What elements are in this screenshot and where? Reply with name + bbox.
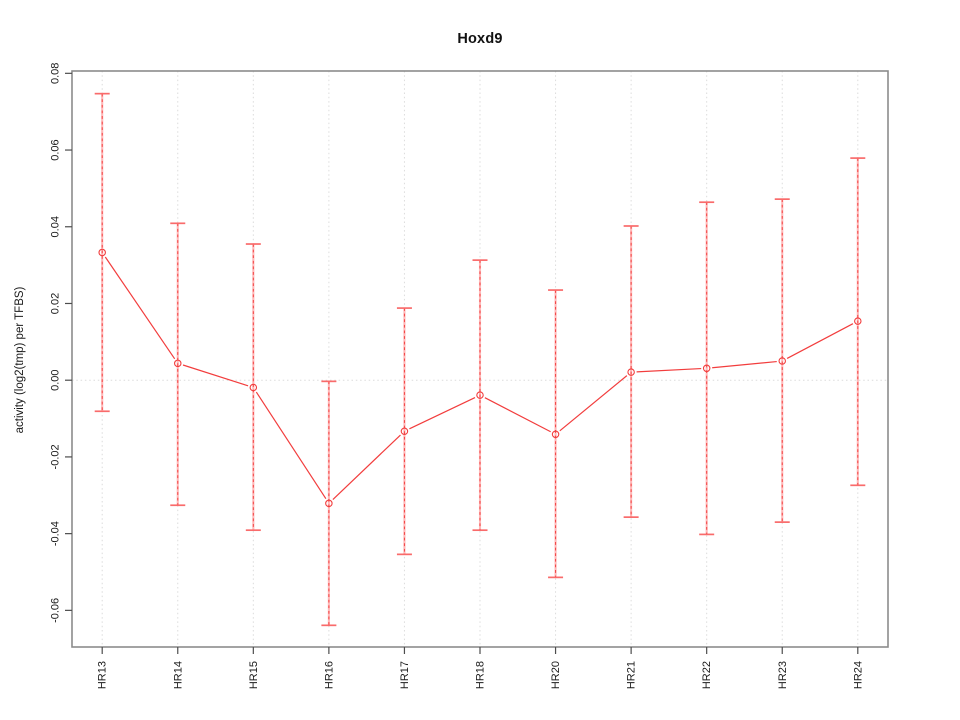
x-tick-label: HR21	[626, 661, 638, 689]
data-point	[854, 317, 862, 325]
x-tick-label: HR15	[248, 661, 260, 689]
series-line-segment	[636, 367, 702, 373]
y-tick-label: 0.06	[50, 139, 62, 160]
data-point	[400, 427, 409, 435]
y-tick-label: 0.08	[50, 63, 62, 84]
chart-title: Hoxd9	[457, 31, 503, 47]
x-tick-label: HR17	[399, 661, 411, 689]
series-line-segment	[712, 360, 777, 369]
y-tick-label: -0.06	[50, 598, 62, 623]
series-line-segment	[559, 375, 628, 432]
data-point	[551, 430, 560, 439]
x-tick-label: HR24	[852, 661, 864, 689]
data-point	[325, 499, 333, 508]
data-point	[627, 368, 635, 376]
data-point	[778, 357, 786, 365]
series-line-segment	[332, 434, 401, 500]
x-tick-label: HR22	[701, 661, 713, 689]
series-line-segment	[786, 323, 854, 359]
data-point	[702, 364, 711, 373]
series-line-segment	[104, 256, 176, 360]
x-tick-label: HR13	[97, 661, 109, 689]
y-tick-label: -0.02	[50, 444, 62, 469]
data-point	[174, 359, 182, 368]
data-point	[476, 391, 484, 399]
series-line-segment	[484, 397, 551, 433]
y-tick-label: 0.00	[50, 369, 62, 390]
x-tick-label: HR14	[172, 661, 184, 689]
x-tick-label: HR20	[550, 661, 562, 689]
x-tick-label: HR23	[777, 661, 789, 689]
y-tick-label: 0.02	[50, 293, 62, 314]
data-point	[98, 248, 106, 257]
data-point	[249, 383, 258, 392]
x-tick-label: HR16	[323, 661, 335, 689]
series-line-segment	[409, 396, 476, 430]
y-tick-label: 0.04	[50, 216, 62, 237]
series-line-segment	[182, 364, 249, 387]
y-tick-label: -0.04	[50, 521, 62, 546]
x-tick-label: HR18	[475, 661, 487, 689]
series-line-segment	[255, 391, 327, 500]
